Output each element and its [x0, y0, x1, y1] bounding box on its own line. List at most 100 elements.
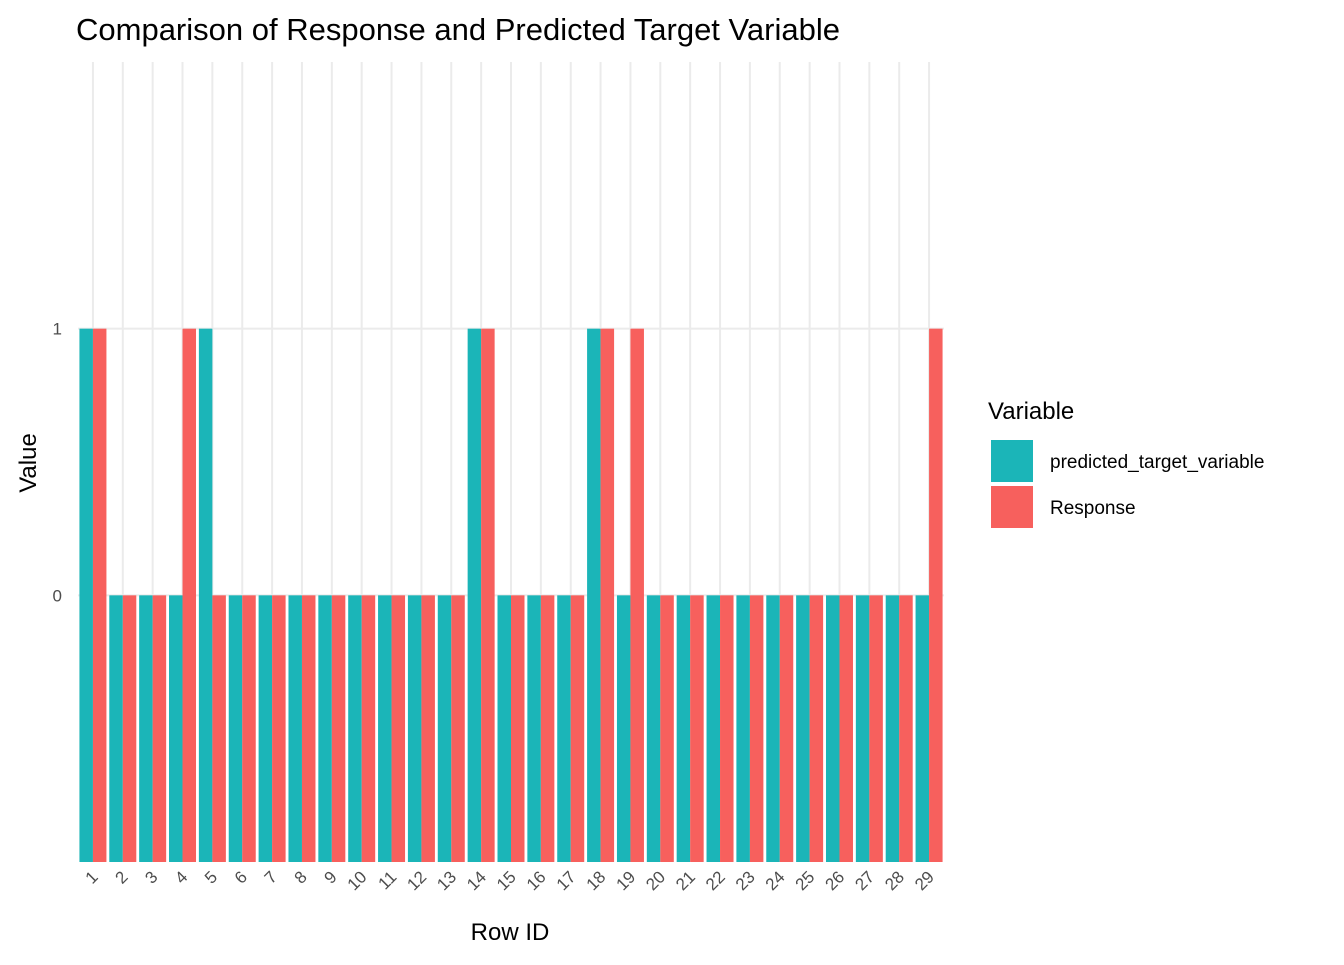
bar-predicted-18 — [587, 328, 601, 863]
bar-response-29 — [929, 328, 943, 863]
y-axis-title: Value — [15, 433, 42, 493]
bar-predicted-5 — [198, 328, 213, 863]
bar-predicted-28 — [885, 595, 900, 862]
bar-response-11 — [391, 595, 406, 862]
bar-predicted-3 — [139, 595, 153, 862]
bar-response-25 — [809, 595, 824, 862]
x-tick-label: 1 — [82, 867, 102, 887]
y-tick-label: 1 — [53, 320, 62, 339]
bar-predicted-1 — [79, 328, 93, 863]
x-tick-label: 21 — [672, 867, 699, 894]
bar-predicted-7 — [258, 595, 273, 862]
x-tick-label: 17 — [553, 867, 580, 894]
bar-predicted-23 — [736, 595, 750, 862]
legend: Variable predicted_target_variable Respon… — [988, 398, 1264, 528]
bar-response-16 — [540, 595, 555, 862]
bar-response-1 — [92, 328, 107, 863]
bar-predicted-29 — [915, 595, 930, 862]
x-tick-label: 6 — [231, 867, 251, 887]
bar-predicted-6 — [228, 595, 243, 862]
bars — [79, 328, 943, 863]
bar-response-12 — [421, 595, 435, 862]
x-tick-label: 3 — [141, 867, 161, 887]
bar-response-10 — [361, 595, 376, 862]
bar-predicted-22 — [706, 595, 721, 862]
bar-response-3 — [152, 595, 167, 862]
legend-label-predicted: predicted_target_variable — [1050, 452, 1264, 473]
x-axis-title: Row ID — [471, 919, 550, 946]
bar-response-23 — [749, 595, 764, 862]
x-tick-label: 8 — [291, 867, 311, 887]
x-axis-ticks: 1 2 3 4 5 6 7 8 9 10 11 12 13 14 15 16 17 18 19 20 21 22 23 24 2… — [82, 867, 938, 894]
x-tick-label: 19 — [612, 867, 639, 894]
bar-predicted-17 — [557, 595, 571, 862]
bar-response-5 — [212, 595, 226, 862]
x-tick-label: 16 — [523, 867, 550, 894]
x-tick-label: 24 — [762, 867, 789, 894]
bar-response-22 — [720, 595, 734, 862]
x-tick-label: 14 — [463, 867, 490, 894]
legend-items: predicted_target_variable Response — [991, 440, 1264, 528]
bar-response-17 — [570, 595, 585, 862]
bar-response-2 — [122, 595, 137, 862]
bar-response-7 — [272, 595, 286, 862]
bar-response-14 — [481, 328, 495, 863]
x-tick-label: 7 — [261, 867, 281, 887]
x-tick-label: 10 — [344, 867, 371, 894]
bar-response-19 — [630, 328, 644, 863]
bar-response-24 — [779, 595, 794, 862]
y-tick-label: 0 — [53, 586, 62, 605]
x-tick-label: 25 — [792, 867, 819, 894]
bar-response-4 — [182, 328, 197, 863]
x-tick-label: 11 — [374, 867, 400, 893]
x-tick-label: 2 — [111, 867, 131, 887]
x-tick-label: 26 — [821, 867, 848, 894]
bar-predicted-21 — [676, 595, 691, 862]
bar-predicted-26 — [825, 595, 840, 862]
bar-response-28 — [899, 595, 913, 862]
bar-predicted-27 — [855, 595, 870, 862]
bar-response-21 — [690, 595, 704, 862]
bar-response-27 — [869, 595, 883, 862]
legend-title: Variable — [988, 398, 1074, 425]
bar-predicted-19 — [616, 595, 631, 862]
bar-predicted-10 — [348, 595, 362, 862]
x-tick-label: 12 — [403, 867, 430, 894]
chart-title: Comparison of Response and Predicted Tar… — [76, 12, 840, 47]
bar-response-8 — [301, 595, 316, 862]
x-tick-label: 5 — [201, 867, 221, 887]
bar-predicted-14 — [467, 328, 482, 863]
x-tick-label: 28 — [881, 867, 908, 894]
x-tick-label: 20 — [642, 867, 669, 894]
bar-predicted-9 — [318, 595, 332, 862]
x-tick-label: 9 — [321, 867, 341, 887]
bar-predicted-4 — [169, 595, 183, 862]
legend-label-response: Response — [1050, 498, 1136, 519]
bar-response-6 — [242, 595, 256, 862]
bar-predicted-20 — [646, 595, 661, 862]
bar-predicted-15 — [497, 595, 511, 862]
y-axis-ticks: 01 — [53, 320, 62, 606]
bar-response-18 — [600, 328, 615, 863]
x-tick-label: 18 — [583, 867, 610, 894]
bar-response-20 — [660, 595, 674, 862]
x-tick-label: 29 — [911, 867, 938, 894]
bar-response-26 — [839, 595, 853, 862]
x-tick-label: 22 — [702, 867, 729, 894]
bar-response-15 — [511, 595, 525, 862]
legend-swatch-predicted — [991, 440, 1033, 482]
x-tick-label: 23 — [732, 867, 759, 894]
bar-predicted-11 — [378, 595, 392, 862]
bar-predicted-16 — [527, 595, 541, 862]
bar-response-13 — [451, 595, 465, 862]
bar-predicted-8 — [288, 595, 302, 862]
bar-response-9 — [331, 595, 346, 862]
x-tick-label: 4 — [171, 867, 191, 887]
bar-predicted-24 — [766, 595, 780, 862]
x-tick-label: 13 — [433, 867, 460, 894]
x-tick-label: 15 — [493, 867, 520, 894]
bar-predicted-25 — [796, 595, 810, 862]
bar-predicted-12 — [407, 595, 422, 862]
